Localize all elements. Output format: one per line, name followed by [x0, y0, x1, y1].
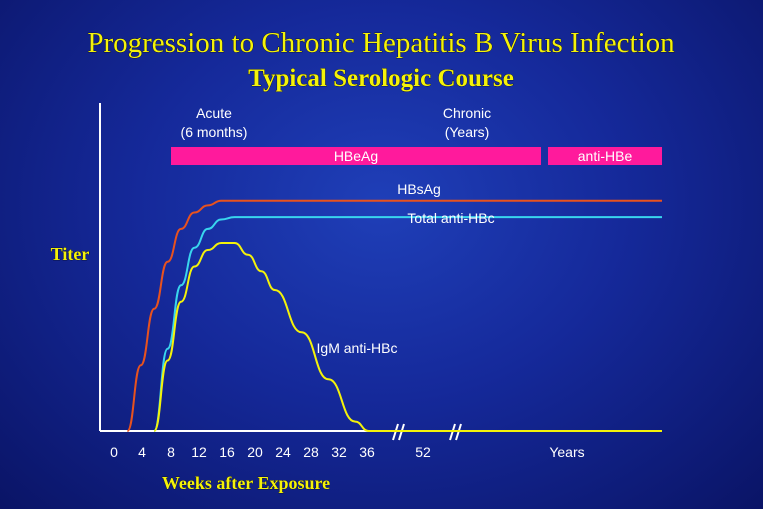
chart-title: Progression to Chronic Hepatitis B Virus…	[87, 27, 675, 59]
igm-anti-hbc-label: IgM anti-HBc	[317, 340, 398, 356]
x-tick-label: Years	[549, 444, 584, 460]
chart-subtitle: Typical Serologic Course	[248, 65, 514, 92]
total-anti-hbc-label: Total anti-HBc	[407, 210, 494, 226]
x-tick-label: 20	[247, 444, 263, 460]
x-tick-label: 24	[275, 444, 291, 460]
anti-hbe-bar-label: anti-HBe	[578, 148, 633, 164]
x-tick-label: 4	[138, 444, 146, 460]
phase-chronic-detail: (Years)	[445, 124, 490, 140]
x-tick-label: 32	[331, 444, 347, 460]
x-tick-label: 8	[167, 444, 175, 460]
x-tick-label: 12	[191, 444, 207, 460]
hbsag-label: HBsAg	[397, 181, 441, 197]
y-axis-label: Titer	[51, 244, 90, 264]
x-tick-label: 52	[415, 444, 431, 460]
phase-acute-detail: (6 months)	[181, 124, 248, 140]
hbeag-bar	[171, 147, 541, 165]
x-axis-label: Weeks after Exposure	[162, 473, 330, 493]
phase-chronic-label: Chronic	[443, 105, 491, 121]
x-tick-label: 28	[303, 444, 319, 460]
igm-anti-hbc-line	[153, 242, 662, 433]
phase-acute-label: Acute	[196, 105, 232, 121]
hbeag-bar-label: HBeAg	[334, 148, 378, 164]
hbsag-line	[126, 199, 662, 432]
x-tick-label: 16	[219, 444, 235, 460]
x-tick-label: 0	[110, 444, 118, 460]
anti-hbe-bar	[548, 147, 662, 165]
total-anti-hbc-line	[153, 216, 662, 432]
x-tick-label: 36	[359, 444, 375, 460]
